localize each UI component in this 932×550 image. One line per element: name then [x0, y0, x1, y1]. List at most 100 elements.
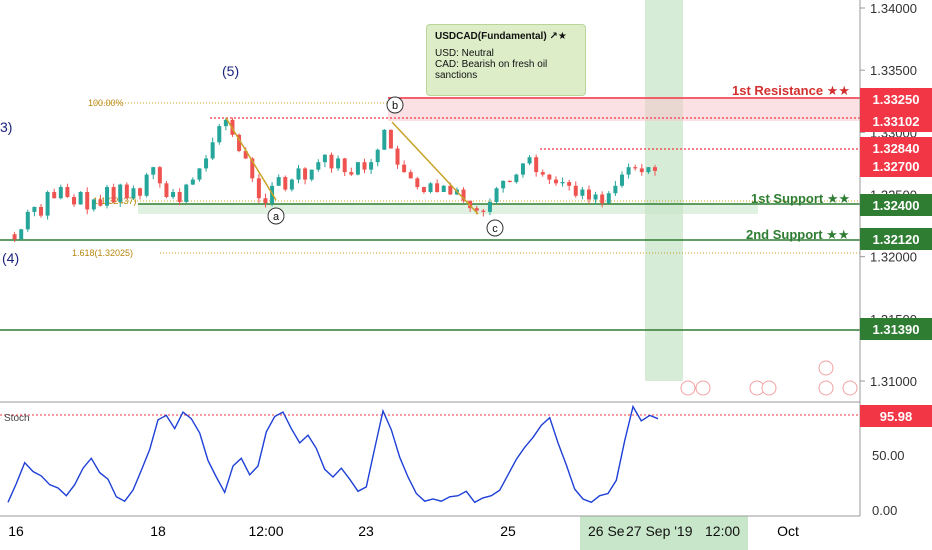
candle-body	[514, 174, 519, 183]
wave-c-circle	[486, 219, 504, 237]
candle-body	[58, 187, 63, 199]
wave-3-label: 3)	[0, 119, 13, 135]
candle-body	[448, 185, 453, 195]
candle-body	[501, 180, 506, 189]
event-flag-icon[interactable]	[695, 380, 711, 396]
candle-body	[151, 167, 156, 175]
candle-body	[197, 168, 202, 180]
wave-a-line	[225, 117, 277, 201]
candle-body	[131, 188, 136, 199]
time-tick-label: 16	[8, 523, 24, 539]
candle-body	[408, 172, 413, 179]
candle-body	[586, 189, 591, 200]
candle-body	[190, 179, 195, 185]
candle-body	[243, 150, 248, 159]
price-tag-4: 1.32700	[860, 155, 932, 177]
candle-body	[184, 184, 189, 202]
candle-body	[177, 192, 182, 202]
stoch-tick-label: 0.00	[872, 503, 897, 518]
candle-body	[124, 184, 129, 199]
candle-body	[12, 234, 17, 240]
support1-label: 1st Support ★★	[751, 191, 851, 206]
candle-body	[619, 174, 624, 186]
resistance-zone	[388, 97, 860, 121]
candle-body	[98, 199, 103, 206]
candle-body	[653, 167, 657, 171]
note-cad-line1: CAD: Bearish on fresh oil	[435, 59, 548, 70]
stoch-value-tag: 95.98	[860, 405, 932, 427]
resistance-label: 1st Resistance ★★	[732, 83, 850, 98]
price-tick-label: 1.33500	[870, 63, 917, 78]
candle-body	[474, 208, 479, 211]
time-tick-label: 18	[150, 523, 166, 539]
candle-body	[395, 148, 400, 165]
price-tag-1: 1.33250	[860, 88, 932, 110]
event-flag-icon[interactable]	[842, 380, 858, 396]
candle-body	[144, 174, 149, 196]
fundamental-note[interactable]: USDCAD(Fundamental) ↗★ USD: Neutral CAD:…	[426, 24, 586, 96]
candle-body	[303, 168, 308, 180]
price-tag-6: 1.32120	[860, 228, 932, 250]
candle-body	[428, 183, 433, 193]
candle-body	[289, 179, 294, 190]
candle-body	[567, 182, 572, 186]
candle-body	[65, 187, 70, 197]
candle-body	[342, 158, 347, 173]
event-flag-icon[interactable]	[680, 380, 696, 396]
event-flag-icon[interactable]	[818, 380, 834, 396]
candle-body	[606, 193, 611, 204]
note-cad-line2: sanctions	[435, 70, 478, 81]
support2-label: 2nd Support ★★	[746, 227, 850, 242]
candle-body	[329, 154, 334, 169]
candle-body	[421, 187, 426, 193]
wave-5-label: (5)	[222, 63, 240, 79]
candle-body	[402, 164, 407, 173]
wave-b-label: b	[392, 100, 398, 112]
wave-a-circle	[267, 207, 285, 225]
price-tick-label: 1.31000	[870, 374, 917, 389]
candle-body	[547, 174, 552, 180]
candle-body	[639, 168, 644, 173]
candle-body	[309, 169, 314, 180]
candle-body	[435, 183, 440, 193]
candle-body	[382, 129, 387, 150]
candle-body	[85, 192, 90, 210]
candle-body	[78, 192, 83, 205]
time-tick-label: Oct	[777, 523, 799, 539]
candle-body	[481, 210, 486, 212]
candle-body	[494, 188, 499, 202]
candle-body	[32, 206, 37, 212]
candle-body	[468, 200, 473, 209]
stoch-label: Stoch	[4, 413, 30, 424]
candle-body	[553, 179, 558, 184]
candle-body	[72, 196, 77, 205]
stoch-line	[7, 404, 659, 504]
candle-body	[105, 187, 110, 206]
candle-body	[613, 185, 618, 194]
candle-body	[593, 194, 598, 200]
wave-4-label: (4)	[2, 250, 20, 266]
note-title: USDCAD(Fundamental) ↗★	[435, 31, 567, 42]
candle-body	[540, 172, 545, 175]
candle-body	[322, 154, 327, 163]
fib-100-label: 100.00%	[88, 98, 124, 108]
wave-b-circle	[386, 96, 404, 114]
candle-body	[487, 201, 492, 212]
support-zone	[138, 204, 758, 214]
candle-body	[204, 158, 209, 169]
candle-body	[237, 134, 242, 151]
candle-body	[19, 229, 24, 240]
candle-body	[336, 158, 341, 169]
fib-1618-label: 1.618(1.32025)	[72, 248, 133, 258]
candle-body	[534, 157, 539, 173]
event-flag-icon[interactable]	[761, 380, 777, 396]
stoch-tick-label: 50.00	[872, 448, 905, 463]
candle-body	[223, 119, 228, 127]
candle-body	[250, 158, 255, 179]
event-flag-icon[interactable]	[818, 360, 834, 376]
wave-c-line	[391, 121, 479, 215]
candle-body	[210, 142, 215, 159]
candle-body	[91, 199, 96, 210]
candle-body	[217, 126, 222, 143]
candle-body	[527, 157, 532, 164]
